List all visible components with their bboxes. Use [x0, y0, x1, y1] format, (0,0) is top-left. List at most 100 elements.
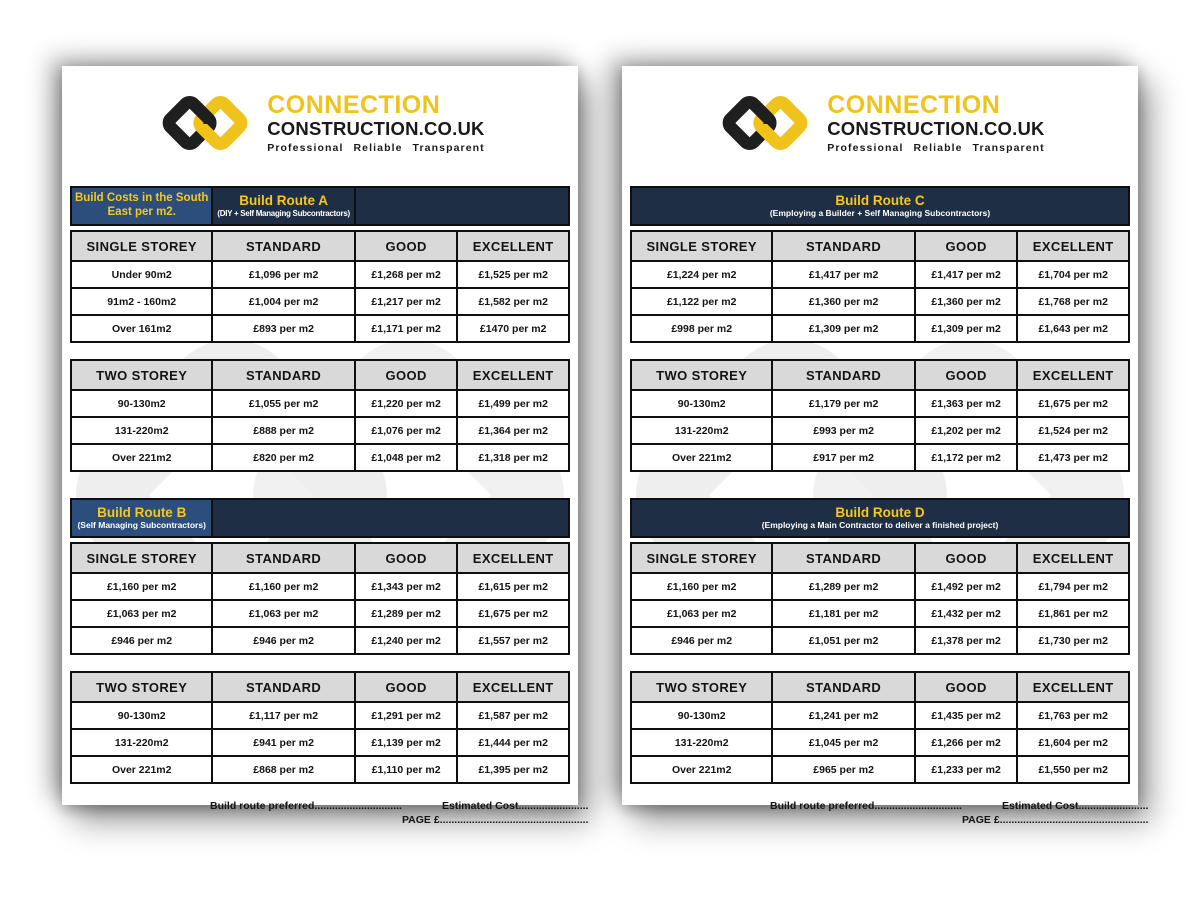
route-section-c: Build Route C (Employing a Builder + Self… [629, 186, 1130, 472]
price-cell: £1,768 per m2 [1016, 287, 1130, 316]
price-cell: £1,364 per m2 [456, 416, 570, 445]
table-row: Over 221m2 £820 per m2 £1,048 per m2 £1,318… [69, 443, 570, 472]
route-title-cell: Build Route D (Employing a Main Contracto… [630, 498, 1130, 538]
price-cell: £1,417 per m2 [771, 260, 916, 289]
price-cell: £917 per m2 [771, 443, 916, 472]
price-cell: £1,240 per m2 [353, 626, 459, 655]
price-cell: £1,172 per m2 [913, 443, 1019, 472]
column-header-row: SINGLE STOREY STANDARD GOOD EXCELLENT [629, 230, 1130, 262]
row-label-cell: Over 221m2 [69, 443, 214, 472]
price-cell: £1,378 per m2 [913, 626, 1019, 655]
estimated-cost-line: Estimated Cost........................ [442, 800, 589, 812]
row-label-cell: 90-130m2 [69, 389, 214, 418]
column-header-row: TWO STOREY STANDARD GOOD EXCELLENT [629, 671, 1130, 703]
price-cell: £1,117 per m2 [211, 701, 356, 730]
price-cell: £1,076 per m2 [353, 416, 459, 445]
table-row: 90-130m2 £1,241 per m2 £1,435 per m2 £1,763… [629, 701, 1130, 730]
storey-column-header: TWO STOREY [69, 359, 214, 391]
brand-tagline: Professional Reliable Transparent [827, 142, 1045, 155]
price-cell: £1,675 per m2 [1016, 389, 1130, 418]
brand-text: CONNECTION CONSTRUCTION.CO.UK Profession… [267, 91, 485, 154]
brand-logo-icon [715, 89, 815, 157]
row-label-cell: £1,063 per m2 [69, 599, 214, 628]
table-row: 131-220m2 £888 per m2 £1,076 per m2 £1,364 … [69, 416, 570, 445]
price-cell: £1,289 per m2 [353, 599, 459, 628]
table-row: 131-220m2 £941 per m2 £1,139 per m2 £1,444 … [69, 728, 570, 757]
route-header-row: Build Route B (Self Managing Subcontracto… [69, 498, 570, 538]
price-cell: £1,289 per m2 [771, 572, 916, 601]
table-row: £998 per m2 £1,309 per m2 £1,309 per m2 £1,… [629, 314, 1130, 343]
price-cell: £1,432 per m2 [913, 599, 1019, 628]
south-east-costs-label: Build Costs in the South East per m2. [69, 186, 214, 226]
excellent-column-header: EXCELLENT [1016, 542, 1130, 574]
route-header-bar: Build Route B (Self Managing Subcontracto… [69, 498, 570, 538]
price-cell: £1,160 per m2 [211, 572, 356, 601]
price-cell: £1,675 per m2 [456, 599, 570, 628]
price-cell: £1,233 per m2 [913, 755, 1019, 784]
route-subtitle: (Self Managing Subcontractors) [77, 520, 206, 531]
standard-column-header: STANDARD [211, 542, 356, 574]
row-label-cell: £1,160 per m2 [629, 572, 774, 601]
price-cell: £1,473 per m2 [1016, 443, 1130, 472]
price-cell: £1,615 per m2 [456, 572, 570, 601]
table-row: £1,160 per m2 £1,289 per m2 £1,492 per m2 £… [629, 572, 1130, 601]
excellent-column-header: EXCELLENT [1016, 359, 1130, 391]
column-header-row: TWO STOREY STANDARD GOOD EXCELLENT [69, 671, 570, 703]
route-section-b: Build Route B (Self Managing Subcontracto… [69, 498, 570, 784]
price-cell: £1,241 per m2 [771, 701, 916, 730]
price-sheet-page-2: CONNECTION CONSTRUCTION.CO.UK Profession… [622, 66, 1148, 826]
row-label-cell: Over 221m2 [69, 755, 214, 784]
storey-column-header: SINGLE STOREY [629, 542, 774, 574]
good-column-header: GOOD [353, 542, 459, 574]
price-cell: £1,096 per m2 [211, 260, 356, 289]
estimated-cost-line: Estimated Cost........................ [1002, 800, 1149, 812]
route-section-a: Build Costs in the South East per m2. Bui… [69, 186, 571, 472]
storey-column-header: TWO STOREY [629, 359, 774, 391]
route-title-cell: Build Route B (Self Managing Subcontracto… [69, 498, 214, 538]
price-cell: £1,704 per m2 [1016, 260, 1130, 289]
price-cell: £1,360 per m2 [913, 287, 1019, 316]
row-label-cell: £1,160 per m2 [69, 572, 214, 601]
price-cell: £1,048 per m2 [353, 443, 459, 472]
price-cell: £1,266 per m2 [913, 728, 1019, 757]
table-row: Under 90m2 £1,096 per m2 £1,268 per m2 £1,5… [69, 260, 570, 289]
route-section-d: Build Route D (Employing a Main Contracto… [629, 498, 1130, 784]
price-cell: £1,343 per m2 [353, 572, 459, 601]
row-label-cell: 131-220m2 [629, 416, 774, 445]
price-cell: £1,055 per m2 [211, 389, 356, 418]
price-sheet-page-1: CONNECTION CONSTRUCTION.CO.UK Profession… [62, 66, 588, 826]
brand-text: CONNECTION CONSTRUCTION.CO.UK Profession… [827, 90, 1045, 155]
good-column-header: GOOD [353, 359, 459, 391]
route-header-spacer [353, 186, 571, 226]
table-row: 131-220m2 £993 per m2 £1,202 per m2 £1,524 … [629, 416, 1130, 445]
price-cell: £1,139 per m2 [353, 728, 459, 757]
row-label-cell: Over 221m2 [629, 443, 774, 472]
cost-lines: Estimated Cost........................ P… [962, 800, 1149, 826]
price-table-two-storey: TWO STOREY STANDARD GOOD EXCELLENT 90-130m2 £… [629, 359, 1130, 472]
price-cell: £1,444 per m2 [456, 728, 570, 757]
page-cost-line: PAGE £..................................… [401, 814, 589, 826]
row-label-cell: 131-220m2 [629, 728, 774, 757]
price-table-two-storey: TWO STOREY STANDARD GOOD EXCELLENT 90-130m2 £… [69, 671, 570, 784]
price-cell: £1,395 per m2 [456, 755, 570, 784]
price-cell: £1,525 per m2 [456, 260, 570, 289]
price-cell: £1,217 per m2 [353, 287, 459, 316]
brand-name: CONNECTION [827, 90, 1001, 119]
row-label-cell: 90-130m2 [69, 701, 214, 730]
standard-column-header: STANDARD [211, 359, 356, 391]
price-table-two-storey: TWO STOREY STANDARD GOOD EXCELLENT 90-130m2 £… [69, 359, 570, 472]
row-label-cell: £1,224 per m2 [629, 260, 774, 289]
price-cell: £1,499 per m2 [456, 389, 570, 418]
price-cell: £1,492 per m2 [913, 572, 1019, 601]
table-row: £946 per m2 £1,051 per m2 £1,378 per m2 £1,… [629, 626, 1130, 655]
row-label-cell: Over 221m2 [629, 755, 774, 784]
brand-logo-icon [155, 89, 255, 157]
price-cell: £820 per m2 [211, 443, 356, 472]
route-header-spacer [211, 498, 570, 538]
table-row: 131-220m2 £1,045 per m2 £1,266 per m2 £1,60… [629, 728, 1130, 757]
standard-column-header: STANDARD [771, 230, 916, 262]
row-label-cell: £1,063 per m2 [629, 599, 774, 628]
brand-header: CONNECTION CONSTRUCTION.CO.UK Profession… [630, 84, 1130, 162]
row-label-cell: Over 161m2 [69, 314, 214, 343]
